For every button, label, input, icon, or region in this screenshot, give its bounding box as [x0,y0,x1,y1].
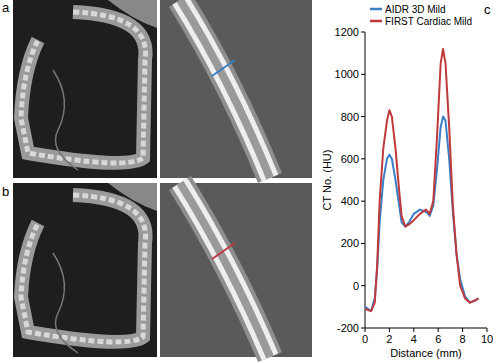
y-tick [361,158,365,159]
y-tick [361,328,365,329]
series-line [365,117,478,312]
panel-label: a [2,0,10,15]
y-tick [361,201,365,202]
series-line [365,49,478,311]
image-background [160,0,312,178]
legend-label: FIRST Cardiac Mild [385,16,472,27]
profile-line [212,60,235,76]
x-tick-label: 8 [460,333,466,345]
x-tick-label: 2 [386,333,392,345]
image-background [13,0,157,178]
y-tick-label: 600 [341,153,359,165]
y-tick [361,32,365,33]
legend-swatch [370,8,382,11]
ct-image [160,183,312,357]
figure: abc-2000200400600800100012000246810Dista… [0,0,500,363]
profile-line [212,243,235,259]
y-axis-label: CT No. (HU) [321,150,333,211]
x-axis-label: Distance (mm) [390,347,462,359]
y-tick [361,285,365,286]
ct-image [13,0,157,178]
stent [180,0,270,178]
y-tick [361,74,365,75]
panel-label: b [2,184,9,199]
ct-image [160,0,312,178]
x-tick-label: 10 [481,333,493,345]
x-tick [487,328,488,332]
lumen [180,183,270,357]
y-tick-label: 200 [341,237,359,249]
branch [53,70,78,170]
x-tick-label: 6 [435,333,441,345]
x-tick [438,328,439,332]
y-tick-label: 1000 [335,68,359,80]
axes: -2000200400600800100012000246810 [335,26,494,345]
y-tick [361,116,365,117]
y-tick [361,243,365,244]
x-tick [389,328,390,332]
plot-lines [365,49,478,311]
image-background [160,183,312,357]
tissue [160,0,312,178]
aorta [108,183,157,211]
panel-label: c [484,2,491,17]
stent [180,183,270,357]
x-tick-label: 0 [362,333,368,345]
y-axis [365,32,366,328]
lumen [180,0,270,178]
x-tick [365,328,366,332]
vessel [180,0,270,178]
x-tick [413,328,414,332]
image-background [13,183,157,357]
y-tick-label: 0 [353,280,359,292]
ct-image [13,183,157,357]
y-tick-label: 400 [341,195,359,207]
vessel [180,183,270,357]
y-tick-label: 800 [341,111,359,123]
legend-label: AIDR 3D Mild [385,4,446,15]
stent [21,12,146,163]
x-axis [365,328,487,329]
aorta [108,0,157,28]
vessel [21,195,146,342]
y-tick-label: 1200 [335,26,359,38]
legend: AIDR 3D MildFIRST Cardiac Mild [370,4,472,27]
branch [53,253,78,353]
legend-swatch [370,20,382,23]
stent [21,195,146,342]
tissue [160,183,312,357]
x-tick-label: 4 [411,333,417,345]
x-tick [462,328,463,332]
y-tick-label: -200 [337,322,359,334]
vessel [21,12,146,163]
